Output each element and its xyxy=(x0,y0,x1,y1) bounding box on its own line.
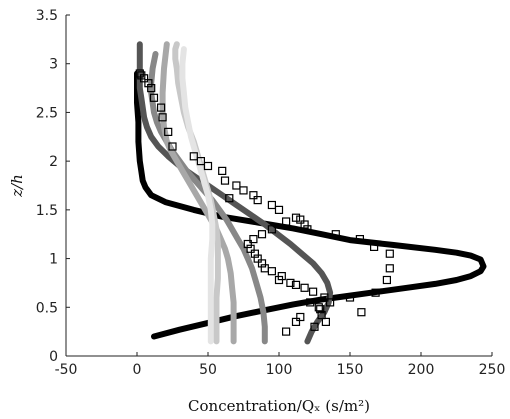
data-point xyxy=(282,217,291,226)
y-axis-label: z/h xyxy=(8,174,26,198)
y-tick-label: 3.5 xyxy=(36,8,58,24)
series-6 xyxy=(179,46,216,345)
data-point xyxy=(370,242,379,251)
data-point xyxy=(267,225,276,234)
x-tick-label: 250 xyxy=(479,362,506,378)
data-point xyxy=(144,79,153,88)
data-point xyxy=(164,127,173,136)
data-point xyxy=(135,69,144,78)
y-tick-label: 2 xyxy=(49,154,58,170)
x-axis: -50 0 50 100 150 200 250 xyxy=(55,352,506,378)
data-point xyxy=(189,152,198,161)
x-tick-label: 150 xyxy=(337,362,364,378)
data-point xyxy=(253,196,262,205)
data-point xyxy=(158,113,167,122)
data-point xyxy=(203,161,213,171)
data-point xyxy=(300,283,309,292)
x-tick-label: 0 xyxy=(133,362,142,378)
data-point xyxy=(371,288,380,297)
data-point xyxy=(232,181,241,190)
x-axis-label: Concentration/Qₓ (s/m²) xyxy=(188,397,370,415)
data-point xyxy=(239,186,248,195)
data-point xyxy=(345,293,355,302)
data-point xyxy=(157,103,166,112)
series-line xyxy=(136,41,334,345)
data-point xyxy=(300,220,309,229)
y-tick-label: 0.5 xyxy=(36,300,58,316)
data-point xyxy=(147,83,156,93)
data-point xyxy=(296,215,305,224)
y-tick-label: 3 xyxy=(49,57,58,73)
series-4 xyxy=(159,41,237,345)
x-tick-label: -50 xyxy=(55,362,78,378)
data-point xyxy=(291,280,301,289)
y-tick-label: 2.5 xyxy=(36,105,58,121)
data-point xyxy=(306,298,315,307)
data-point xyxy=(225,194,234,203)
data-point xyxy=(291,317,301,326)
data-point xyxy=(309,287,318,296)
y-tick-label: 1.5 xyxy=(36,203,58,219)
data-point xyxy=(168,142,177,151)
data-point xyxy=(274,205,284,214)
y-axis: 0 0.5 1 1.5 2 2.5 3 3.5 xyxy=(36,8,70,365)
data-point xyxy=(314,303,323,312)
series-2 xyxy=(136,41,334,345)
x-tick-label: 50 xyxy=(199,362,217,378)
series-line xyxy=(159,41,237,345)
data-point xyxy=(355,235,364,244)
data-point xyxy=(282,327,291,336)
data-point xyxy=(296,312,305,322)
data-point xyxy=(382,275,391,285)
data-point xyxy=(321,317,330,326)
data-point xyxy=(310,322,319,331)
data-point xyxy=(316,305,325,314)
data-point xyxy=(149,93,159,102)
data-point xyxy=(331,230,340,239)
data-point xyxy=(218,166,227,175)
data-point xyxy=(267,200,276,210)
y-tick-label: 1 xyxy=(49,252,58,268)
data-point xyxy=(257,259,267,268)
data-point xyxy=(267,267,276,276)
series-line xyxy=(179,46,216,345)
data-point xyxy=(220,176,230,185)
data-point xyxy=(249,191,258,200)
data-point xyxy=(243,239,252,249)
data-point xyxy=(320,293,329,302)
y-tick-label: 0 xyxy=(49,349,58,365)
data-point xyxy=(291,213,301,222)
data-point xyxy=(326,298,335,307)
data-point xyxy=(385,264,394,273)
data-point xyxy=(357,308,366,317)
x-tick-label: 200 xyxy=(408,362,435,378)
data-point xyxy=(196,157,205,166)
data-point xyxy=(246,244,255,253)
data-point xyxy=(250,249,259,258)
data-point xyxy=(137,71,146,80)
plot-area xyxy=(134,41,487,345)
data-point xyxy=(249,235,258,244)
x-tick-label: 100 xyxy=(266,362,293,378)
data-point xyxy=(253,254,262,263)
data-point xyxy=(257,230,267,239)
data-point xyxy=(260,264,269,273)
data-point xyxy=(277,272,286,281)
data-point xyxy=(385,249,394,258)
series-7 xyxy=(135,69,394,336)
data-point xyxy=(286,278,295,287)
data-point xyxy=(303,225,312,234)
data-point xyxy=(317,311,326,320)
